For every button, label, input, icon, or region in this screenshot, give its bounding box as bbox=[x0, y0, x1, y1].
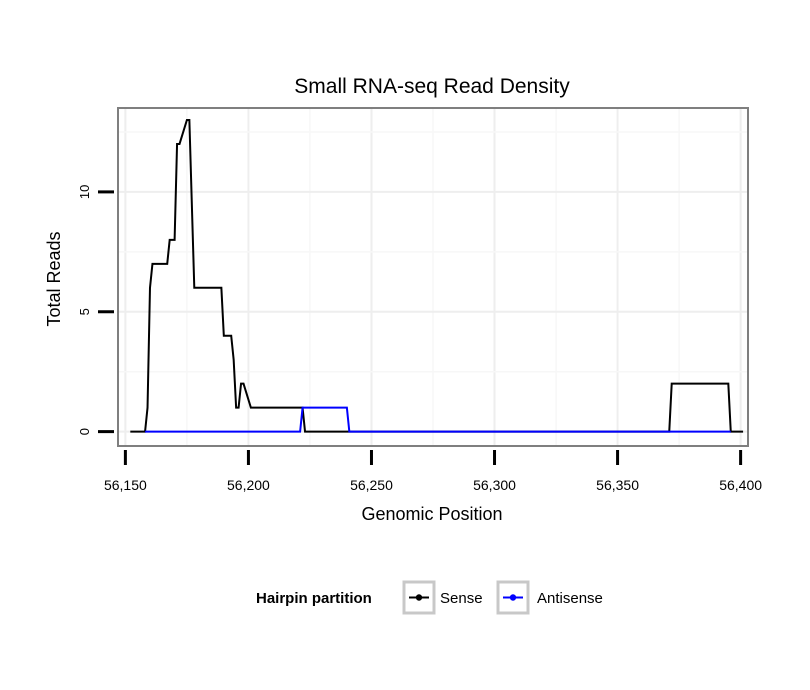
plot-border bbox=[117, 107, 749, 447]
legend-label-antisense: Antisense bbox=[537, 590, 603, 607]
y-tick-label: 10 bbox=[77, 185, 92, 199]
series-line-sense bbox=[130, 118, 744, 433]
x-axis: 56,150 56,200 56,250 56,300 56,350 56,400 bbox=[104, 450, 762, 493]
x-tick-label: 56,200 bbox=[227, 477, 270, 493]
x-tick-label: 56,150 bbox=[104, 477, 147, 493]
y-axis-label: Total Reads bbox=[44, 231, 64, 326]
x-tick-label: 56,400 bbox=[719, 477, 762, 493]
series-group bbox=[130, 118, 744, 433]
legend-key-dot bbox=[415, 594, 423, 601]
legend-label-sense: Sense bbox=[440, 590, 483, 607]
chart-title: Small RNA-seq Read Density bbox=[294, 75, 570, 98]
x-tick-label: 56,300 bbox=[473, 477, 516, 493]
legend: Hairpin partition Sense Antisense bbox=[256, 580, 603, 615]
x-tick-label: 56,250 bbox=[350, 477, 393, 493]
y-axis: 0 5 10 bbox=[77, 185, 114, 435]
y-tick-label: 5 bbox=[77, 308, 92, 315]
legend-title: Hairpin partition bbox=[256, 590, 372, 607]
legend-key-dot bbox=[509, 594, 517, 601]
x-tick-label: 56,350 bbox=[596, 477, 639, 493]
plot-frame bbox=[117, 107, 749, 447]
series-line-antisense bbox=[145, 406, 731, 433]
x-axis-label: Genomic Position bbox=[361, 504, 502, 524]
gridlines bbox=[118, 108, 748, 446]
y-tick-label: 0 bbox=[77, 428, 92, 435]
